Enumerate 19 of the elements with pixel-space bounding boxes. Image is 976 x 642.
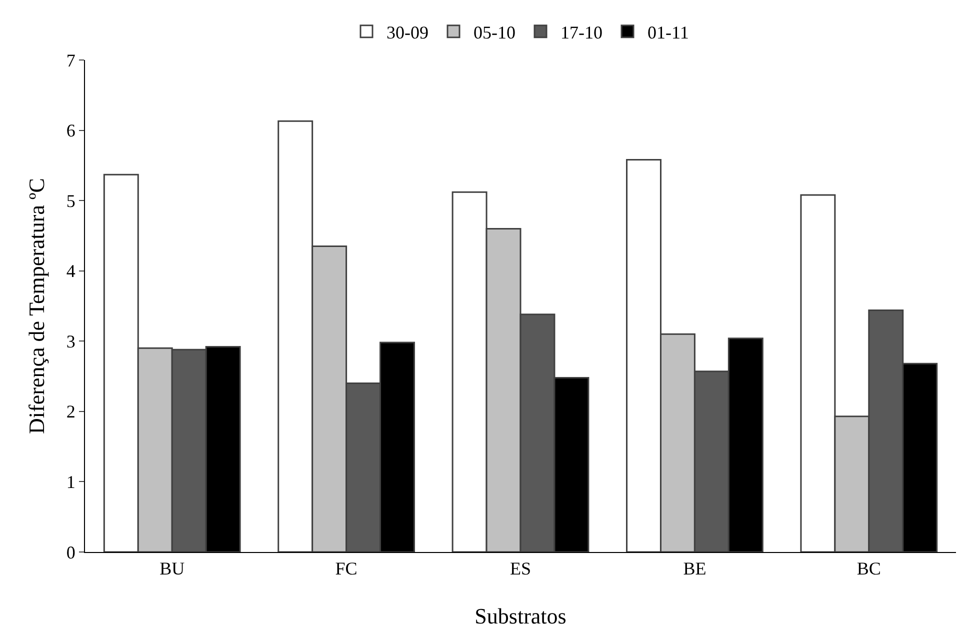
x-tick-label: BE	[683, 558, 706, 579]
y-tick-label: 2	[66, 402, 76, 422]
x-tick-label: BC	[856, 558, 881, 579]
y-tick-label: 1	[66, 472, 76, 492]
x-tick-label: ES	[510, 558, 532, 579]
legend-label: 30-09	[386, 22, 428, 42]
legend-label: 05-10	[474, 22, 516, 42]
x-tick-label: FC	[335, 558, 358, 579]
legend-label: 01-11	[648, 22, 689, 42]
legend-label: 17-10	[560, 22, 602, 42]
y-tick-label: 5	[66, 190, 76, 211]
y-tick-label: 3	[66, 331, 76, 352]
y-tick-label: 4	[66, 261, 76, 282]
x-tick-label: BU	[160, 558, 185, 579]
y-tick-label: 6	[66, 120, 76, 141]
x-axis-title: Substratos	[474, 604, 566, 628]
y-tick-label: 0	[66, 542, 76, 562]
y-axis-title: Diferença de Temperatura ºC	[24, 178, 50, 434]
y-tick-label: 7	[66, 50, 76, 70]
